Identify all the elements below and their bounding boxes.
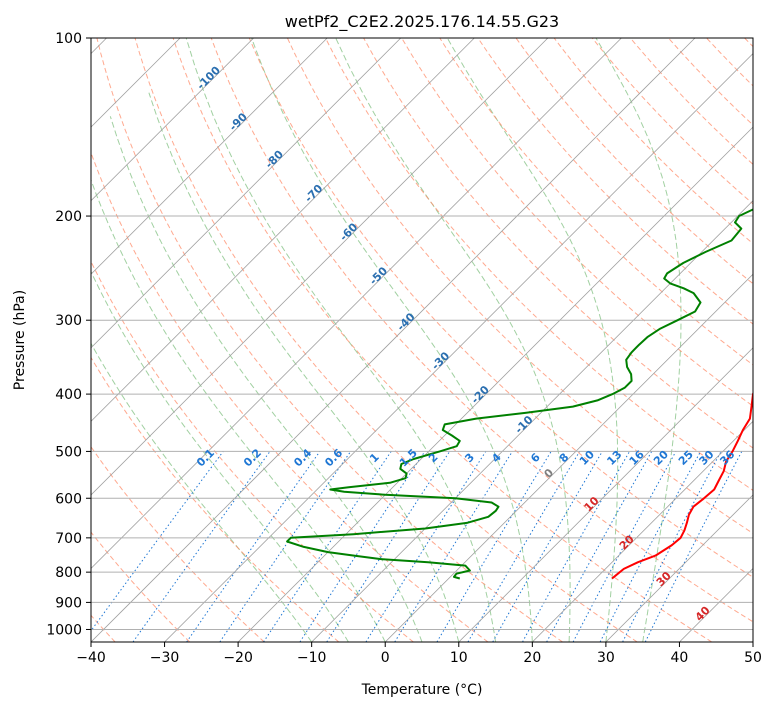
mixing-ratio-line xyxy=(91,451,224,632)
dry-adiabat-line xyxy=(172,38,713,642)
y-axis-label: Pressure (hPa) xyxy=(12,290,28,390)
y-tick-label: 1000 xyxy=(46,622,82,638)
isotherm-line xyxy=(91,38,549,496)
y-tick-label: 300 xyxy=(55,313,82,329)
plot-frame xyxy=(90,37,754,643)
dry-adiabat-line xyxy=(91,356,340,642)
dry-adiabat-line xyxy=(91,151,489,642)
moist-adiabat-line xyxy=(91,178,386,642)
x-tick-label: 40 xyxy=(671,650,689,666)
mixing-ratio-line xyxy=(394,451,513,642)
x-tick-label: 10 xyxy=(450,650,468,666)
moist-adiabat-line xyxy=(335,38,571,642)
dry-adiabat-line xyxy=(134,38,638,642)
sounding-series xyxy=(286,208,753,580)
dry-adiabat-line xyxy=(515,38,753,285)
isotherm-line xyxy=(91,38,254,202)
isotherm-line xyxy=(91,38,328,275)
dry-adiabat-line xyxy=(477,38,753,325)
dry-adiabat-line xyxy=(248,38,753,578)
isotherm-line xyxy=(91,38,402,349)
chart-title: wetPf2_C2E2.2025.176.14.55.G23 xyxy=(285,12,559,32)
pressure-gridlines xyxy=(91,38,753,630)
moist-adiabat-line xyxy=(251,38,533,642)
x-tick-label: −10 xyxy=(297,650,327,666)
isotherm-line xyxy=(605,494,753,642)
y-tick-label: 800 xyxy=(55,565,82,581)
y-tick-label: 500 xyxy=(55,444,82,460)
mixing-ratio-line xyxy=(219,451,352,642)
dry-adiabats xyxy=(91,38,753,642)
isotherm-line xyxy=(384,273,753,642)
moist-adiabat-line xyxy=(91,342,313,642)
x-axis: −40 −30 −20 −10 0 10 20 30 40 50 xyxy=(76,642,762,666)
y-tick-label: 100 xyxy=(55,31,82,47)
moist-adiabat-line xyxy=(91,270,349,642)
mixing-ratio-line xyxy=(365,451,487,642)
dry-adiabat-line xyxy=(96,38,563,642)
moist-adiabat-line xyxy=(109,116,423,642)
isotherm-line xyxy=(458,347,753,642)
dry-adiabat-line xyxy=(401,38,753,407)
mixing-ratio-line xyxy=(572,451,677,642)
mixing-ratio-line xyxy=(436,451,552,642)
isotherm-line xyxy=(311,200,753,642)
mixing-ratio-line xyxy=(492,451,603,642)
plot-area: 0.1 0.2 0.4 0.6 1 1.5 2 3 4 6 8 10 13 16 20 25 30 36-100-… xyxy=(91,38,753,642)
mixing-ratio-line xyxy=(522,451,631,642)
y-axis: 100 200 300 400 500 600 700 800 900 1000 xyxy=(46,31,91,638)
x-axis-label: Temperature (°C) xyxy=(361,682,483,698)
dry-adiabat-line xyxy=(91,260,414,642)
mixing-ratio-line xyxy=(467,451,581,642)
moist-adiabats xyxy=(91,38,682,642)
x-tick-label: −20 xyxy=(223,650,253,666)
mixing-ratio-lines xyxy=(91,451,743,642)
y-tick-label: 400 xyxy=(55,387,82,403)
isotherms xyxy=(91,38,753,642)
isotherm-line xyxy=(237,126,753,642)
dry-adiabat-line xyxy=(325,38,753,491)
moist-adiabat-line xyxy=(595,38,682,642)
dry-adiabat-line xyxy=(591,38,753,205)
x-tick-label: 50 xyxy=(744,650,762,666)
dry-adiabat-line xyxy=(439,38,753,366)
isotherm-line xyxy=(91,38,475,422)
dry-adiabat-line xyxy=(286,38,753,534)
y-tick-label: 600 xyxy=(55,491,82,507)
mixing-ratio-line xyxy=(326,451,451,642)
x-tick-label: −30 xyxy=(150,650,180,666)
x-tick-label: 30 xyxy=(597,650,615,666)
y-tick-label: 700 xyxy=(55,531,82,547)
isotherm-line xyxy=(91,38,696,642)
dewpoint-line xyxy=(286,208,753,580)
moist-adiabat-line xyxy=(185,38,497,642)
isotherm-line xyxy=(91,38,622,570)
y-tick-label: 900 xyxy=(55,595,82,611)
mixing-ratio-line xyxy=(132,451,271,642)
x-tick-label: 0 xyxy=(381,650,390,666)
moist-adiabat-line xyxy=(148,92,460,642)
x-tick-label: 20 xyxy=(523,650,541,666)
isotherm-line xyxy=(164,52,753,642)
dry-adiabat-line xyxy=(91,531,191,642)
isotherm-line xyxy=(532,420,753,642)
x-tick-label: −40 xyxy=(76,650,106,666)
dry-adiabat-line xyxy=(210,38,753,623)
temperature-line xyxy=(611,391,753,580)
moist-adiabat-line xyxy=(446,38,619,642)
y-tick-label: 200 xyxy=(55,209,82,225)
